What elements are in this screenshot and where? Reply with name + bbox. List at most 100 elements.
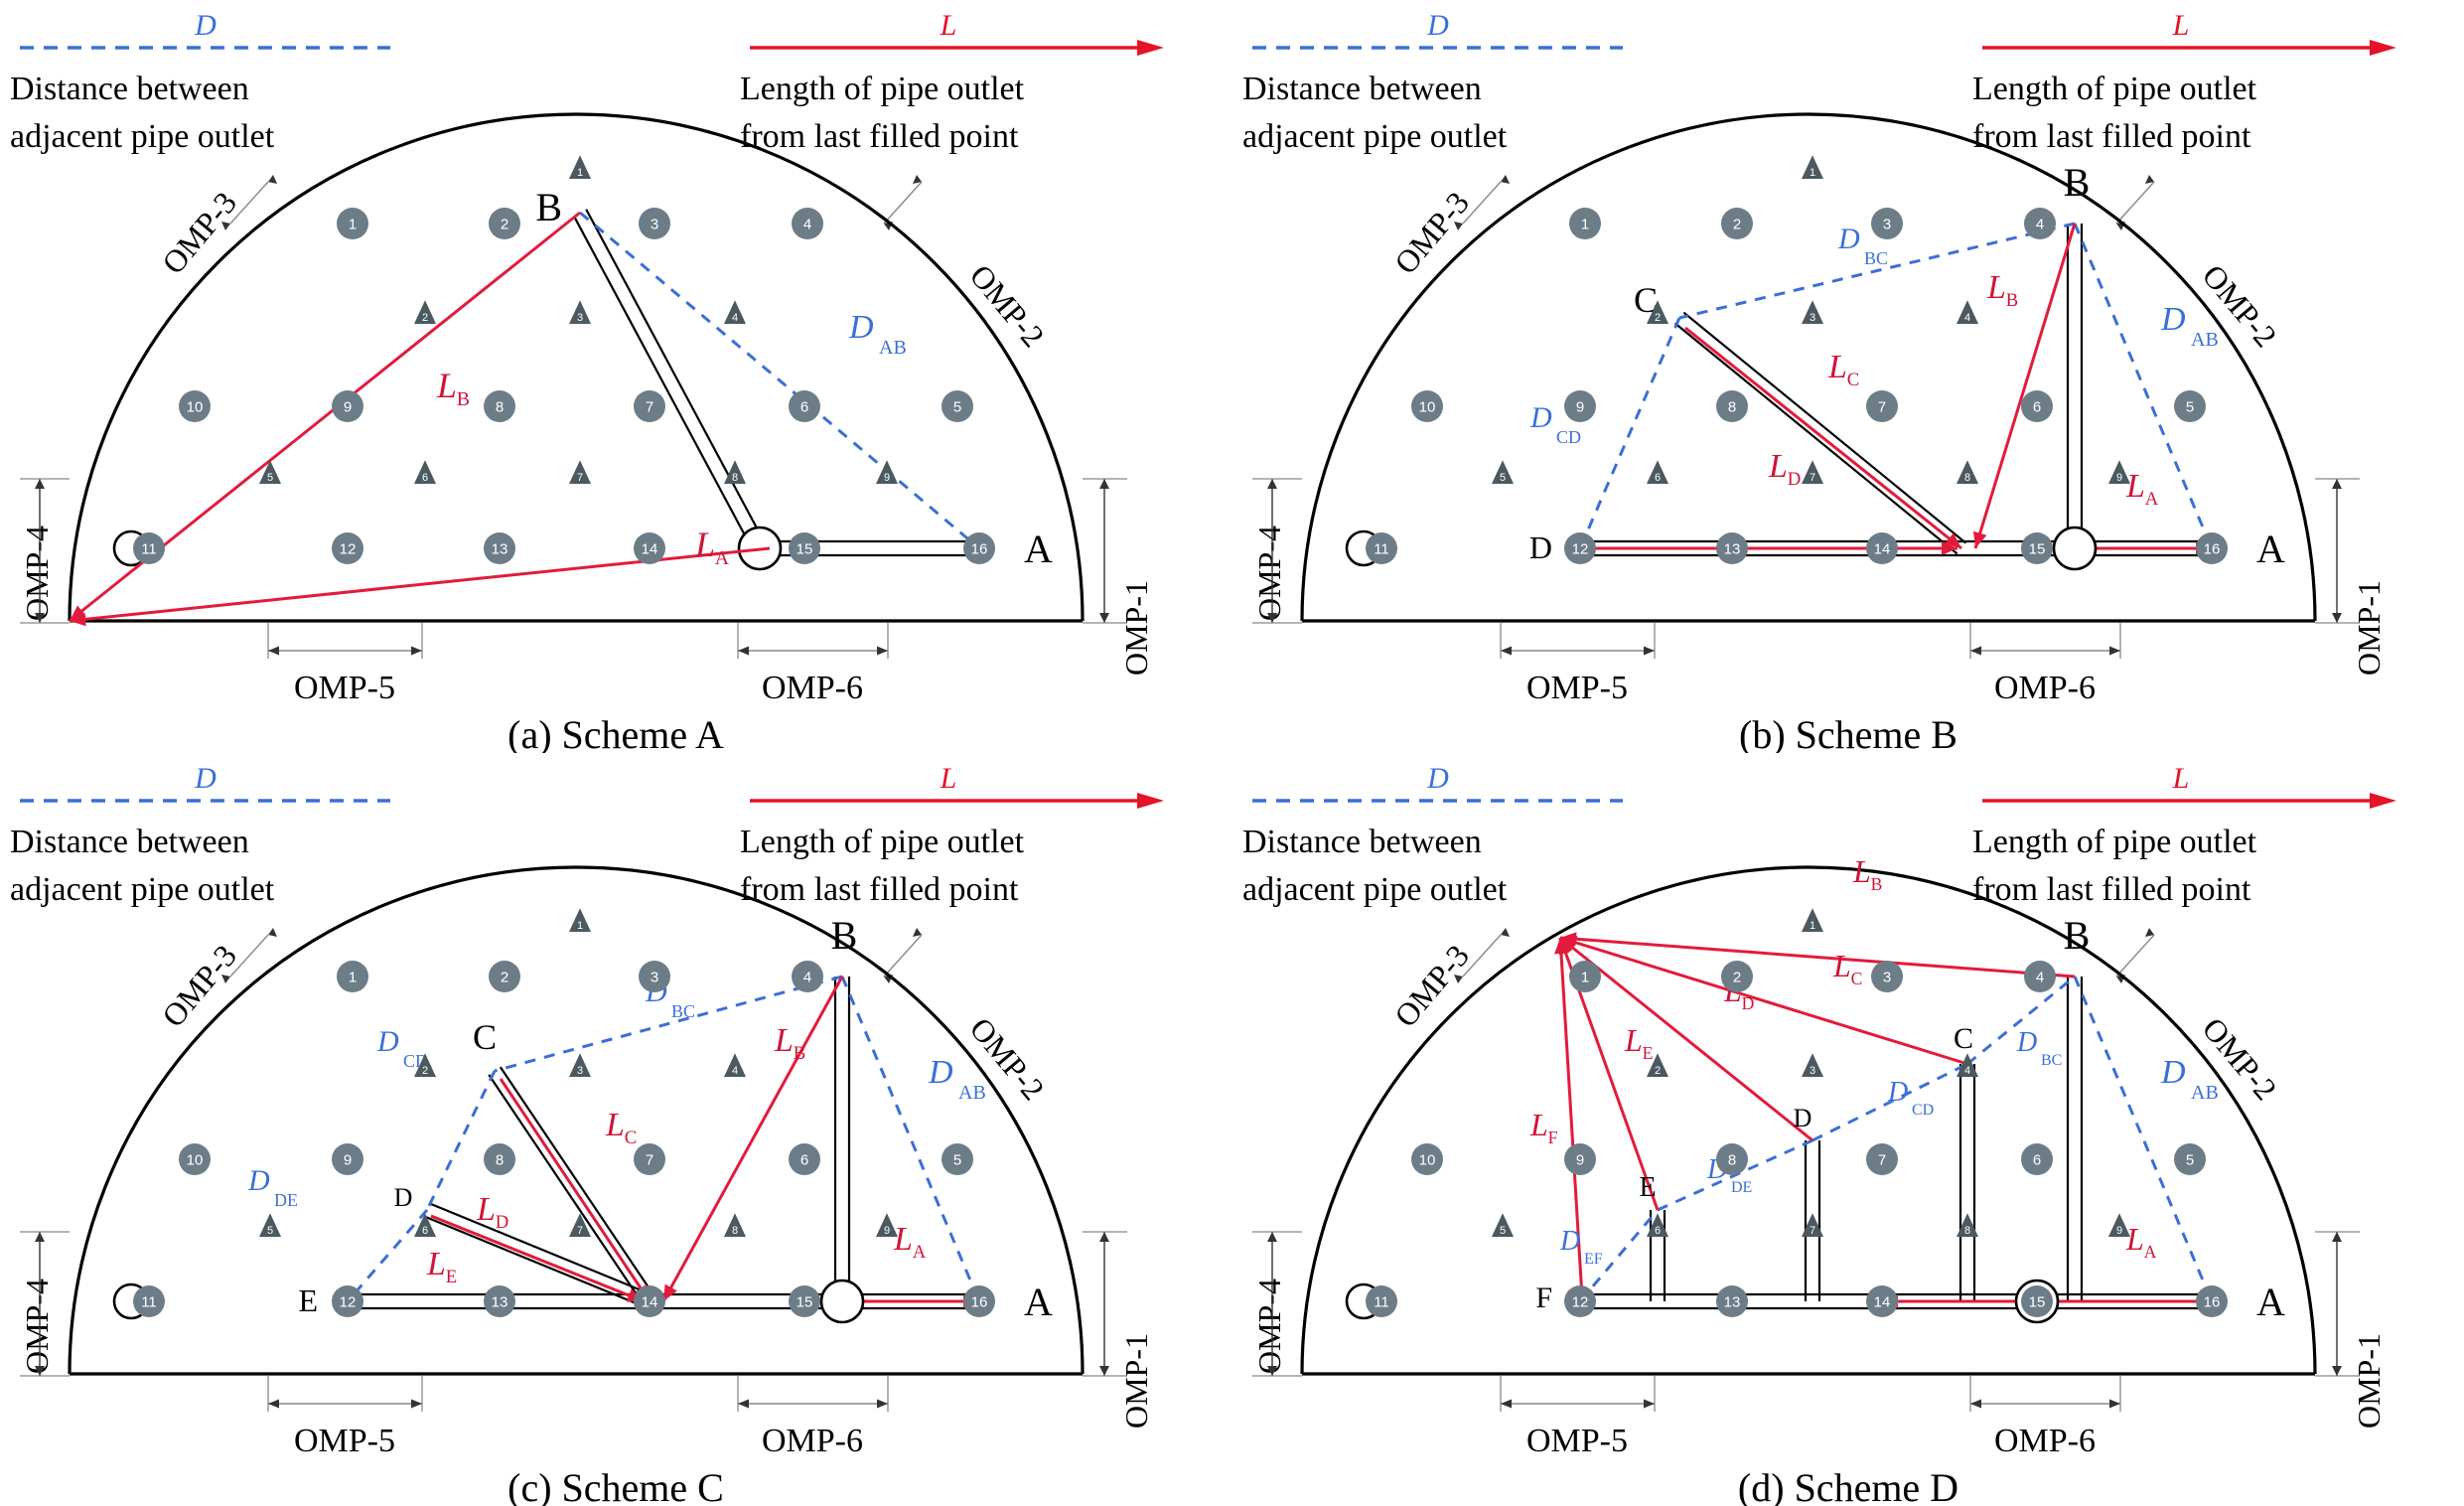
svg-text:C: C	[1851, 969, 1863, 988]
svg-text:F: F	[1535, 1281, 1552, 1314]
svg-text:5: 5	[2186, 399, 2194, 416]
svg-text:B: B	[1871, 874, 1883, 894]
svg-text:5: 5	[1500, 1225, 1506, 1237]
svg-text:OMP-6: OMP-6	[1994, 670, 2096, 706]
svg-text:4: 4	[732, 1065, 738, 1077]
svg-text:11: 11	[141, 1294, 157, 1311]
svg-text:11: 11	[141, 541, 157, 558]
svg-text:1: 1	[1810, 167, 1815, 179]
svg-text:1: 1	[349, 217, 357, 233]
svg-text:5: 5	[953, 1152, 961, 1169]
svg-text:15: 15	[797, 1294, 813, 1311]
svg-text:OMP-6: OMP-6	[762, 1423, 863, 1459]
svg-text:3: 3	[651, 970, 658, 986]
svg-text:8: 8	[732, 1225, 738, 1237]
svg-text:5: 5	[953, 399, 961, 416]
svg-text:D: D	[848, 309, 874, 346]
svg-text:D: D	[1426, 9, 1449, 42]
svg-text:BC: BC	[2041, 1052, 2062, 1069]
svg-text:C: C	[1954, 1022, 1973, 1055]
svg-text:10: 10	[187, 399, 204, 416]
svg-text:3: 3	[1810, 312, 1815, 324]
svg-text:7: 7	[646, 1152, 653, 1169]
svg-text:15: 15	[2029, 1294, 2046, 1311]
svg-text:14: 14	[1874, 1294, 1891, 1311]
svg-text:Length of pipe outlet: Length of pipe outlet	[740, 71, 1025, 107]
svg-text:from last filled point: from last filled point	[1972, 118, 2251, 155]
svg-text:L: L	[1768, 448, 1788, 485]
svg-text:6: 6	[1655, 472, 1661, 484]
svg-text:9: 9	[2116, 1225, 2122, 1237]
svg-text:B: B	[535, 185, 562, 229]
svg-text:DE: DE	[274, 1190, 298, 1210]
svg-text:3: 3	[1810, 1065, 1815, 1077]
svg-text:L: L	[436, 366, 457, 405]
svg-text:6: 6	[422, 472, 428, 484]
svg-text:8: 8	[1728, 1152, 1736, 1169]
svg-text:from last filled point: from last filled point	[740, 118, 1019, 155]
svg-text:D: D	[194, 762, 217, 795]
svg-text:B: B	[794, 1043, 805, 1064]
svg-text:8: 8	[732, 472, 738, 484]
svg-text:9: 9	[344, 399, 352, 416]
svg-text:3: 3	[651, 217, 658, 233]
svg-text:9: 9	[344, 1152, 352, 1169]
svg-text:12: 12	[1572, 541, 1589, 558]
svg-text:OMP-4: OMP-4	[1251, 1279, 1287, 1374]
svg-text:D: D	[1837, 223, 1860, 255]
svg-text:6: 6	[422, 1225, 428, 1237]
svg-text:B: B	[831, 913, 858, 958]
svg-text:B: B	[2064, 160, 2091, 205]
svg-text:D: D	[247, 1164, 270, 1197]
svg-text:9: 9	[1576, 1152, 1584, 1169]
svg-text:A: A	[1024, 527, 1053, 571]
svg-text:Distance between: Distance between	[10, 71, 249, 107]
svg-text:D: D	[1559, 1226, 1580, 1257]
svg-text:7: 7	[646, 399, 653, 416]
svg-text:3: 3	[577, 1065, 583, 1077]
svg-text:B: B	[2064, 913, 2091, 958]
svg-text:2: 2	[422, 312, 428, 324]
svg-text:D: D	[928, 1054, 953, 1091]
svg-text:A: A	[1024, 1280, 1053, 1324]
svg-text:AB: AB	[2191, 1082, 2219, 1104]
svg-text:9: 9	[1576, 399, 1584, 416]
svg-text:Distance between: Distance between	[10, 824, 249, 860]
svg-text:6: 6	[800, 1152, 808, 1169]
svg-text:4: 4	[732, 312, 738, 324]
svg-text:E: E	[1643, 1043, 1654, 1063]
svg-text:14: 14	[642, 541, 658, 558]
svg-text:1: 1	[577, 920, 583, 932]
svg-text:6: 6	[1655, 1225, 1661, 1237]
svg-text:L: L	[426, 1246, 446, 1282]
svg-text:1: 1	[577, 167, 583, 179]
svg-text:16: 16	[2204, 541, 2221, 558]
svg-text:C: C	[473, 1017, 497, 1057]
svg-text:6: 6	[2033, 399, 2041, 416]
svg-text:4: 4	[803, 970, 811, 986]
svg-text:OMP-6: OMP-6	[762, 670, 863, 706]
svg-text:D: D	[1426, 762, 1449, 795]
svg-text:D: D	[1742, 993, 1755, 1013]
svg-text:D: D	[2160, 301, 2186, 338]
svg-text:12: 12	[340, 541, 357, 558]
svg-text:D: D	[2016, 1027, 2037, 1058]
svg-text:L: L	[940, 762, 957, 795]
svg-text:AB: AB	[2191, 329, 2219, 351]
svg-text:2: 2	[1655, 1065, 1661, 1077]
svg-text:L: L	[1624, 1022, 1643, 1058]
svg-text:5: 5	[267, 472, 273, 484]
svg-text:L: L	[1832, 948, 1851, 983]
svg-text:7: 7	[577, 1225, 583, 1237]
svg-text:D: D	[1887, 1077, 1908, 1108]
svg-text:11: 11	[1374, 1294, 1389, 1311]
svg-text:2: 2	[1655, 312, 1661, 324]
svg-text:12: 12	[340, 1294, 357, 1311]
svg-text:OMP-1: OMP-1	[1118, 580, 1154, 676]
svg-text:Distance between: Distance between	[1242, 824, 1482, 860]
svg-text:DE: DE	[1731, 1179, 1752, 1196]
svg-text:L: L	[2172, 9, 2190, 42]
svg-text:8: 8	[496, 399, 504, 416]
svg-text:AB: AB	[958, 1082, 986, 1104]
svg-text:adjacent pipe outlet: adjacent pipe outlet	[10, 871, 275, 908]
